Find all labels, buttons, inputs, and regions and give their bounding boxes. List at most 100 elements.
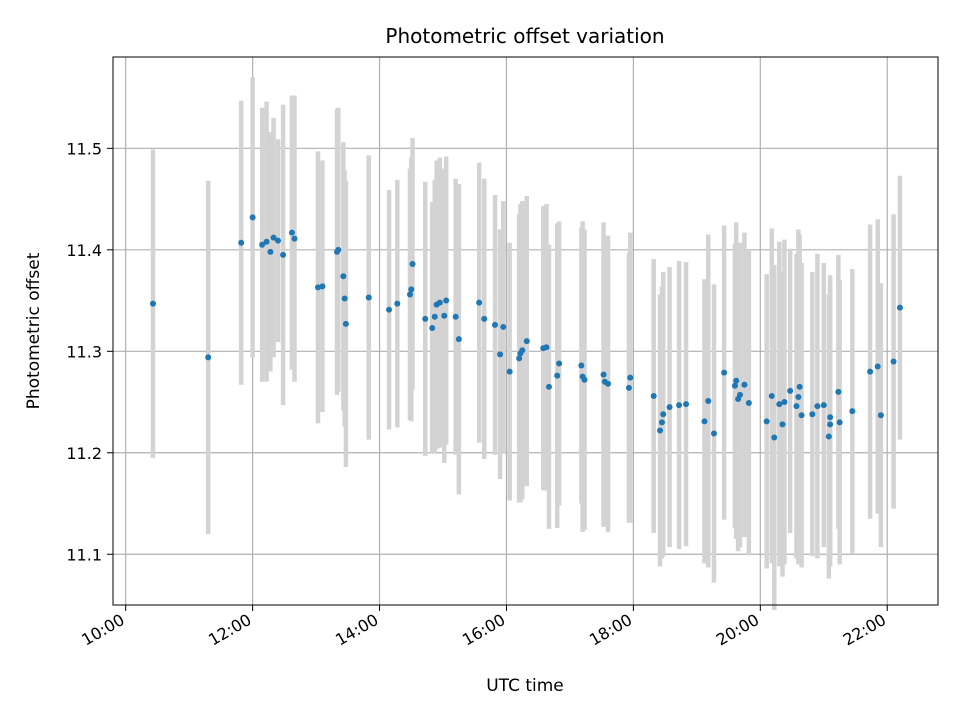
y-tick-label: 11.1: [66, 545, 102, 564]
plot-frame: [112, 56, 939, 606]
data-point: [408, 286, 415, 293]
data-point: [149, 300, 156, 307]
data-point: [796, 383, 803, 390]
data-point: [581, 376, 588, 383]
y-tick-label: 11.2: [66, 444, 102, 463]
data-point: [516, 355, 523, 362]
data-point: [835, 388, 842, 395]
data-point: [554, 372, 561, 379]
data-point: [890, 358, 897, 365]
data-point: [335, 246, 342, 253]
data-point: [452, 313, 459, 320]
data-point: [506, 368, 513, 375]
data-point: [705, 398, 712, 405]
data-point: [275, 237, 281, 244]
y-axis-title: Photometric offset: [24, 252, 44, 409]
data-point: [731, 382, 738, 389]
data-point: [407, 291, 413, 298]
data-point: [422, 315, 429, 322]
chart-title: Photometric offset variation: [385, 24, 664, 48]
data-points: [149, 214, 903, 441]
data-point: [827, 421, 834, 428]
data-point: [657, 427, 664, 434]
data-point: [543, 344, 550, 351]
data-point: [763, 418, 770, 425]
data-point: [793, 403, 800, 410]
data-point: [342, 320, 349, 327]
data-point: [721, 369, 728, 376]
data-point: [545, 383, 552, 390]
data-point: [394, 300, 401, 307]
data-point: [650, 392, 657, 399]
data-point: [523, 338, 530, 345]
x-axis-title: UTC time: [486, 676, 564, 696]
data-point: [481, 315, 488, 322]
data-point: [409, 261, 416, 268]
data-point: [455, 336, 462, 343]
data-point: [263, 238, 270, 245]
data-point: [605, 380, 611, 387]
data-point: [809, 411, 816, 418]
data-point: [827, 414, 834, 421]
data-point: [288, 229, 295, 236]
data-point: [476, 299, 483, 306]
data-point: [267, 248, 274, 255]
data-point: [733, 377, 740, 384]
data-point: [836, 419, 843, 426]
data-point: [441, 312, 448, 319]
data-point: [825, 433, 832, 440]
data-point: [658, 419, 665, 426]
data-point: [867, 368, 874, 375]
data-point: [771, 434, 778, 441]
data-point: [710, 430, 717, 437]
y-tick-label: 11.4: [66, 241, 102, 260]
data-point: [436, 299, 443, 306]
data-point: [341, 295, 348, 302]
data-point: [556, 360, 563, 367]
data-point: [877, 412, 884, 419]
data-point: [849, 408, 856, 415]
data-point: [666, 404, 673, 411]
data-point: [443, 297, 450, 304]
data-point: [291, 235, 298, 242]
data-point: [701, 418, 708, 425]
data-point: [319, 283, 326, 290]
data-point: [745, 400, 752, 407]
data-point: [492, 321, 499, 328]
data-point: [787, 387, 794, 394]
data-point: [280, 251, 287, 258]
data-point: [205, 354, 212, 361]
data-point: [676, 402, 683, 409]
data-point: [365, 294, 372, 301]
data-point: [874, 363, 881, 370]
data-point: [270, 234, 277, 241]
data-point: [500, 323, 507, 330]
data-point: [238, 239, 245, 246]
data-point: [259, 241, 266, 248]
data-point: [497, 351, 504, 358]
y-tick-label: 11.5: [66, 139, 102, 158]
data-point: [386, 306, 393, 313]
data-point: [737, 391, 743, 398]
data-point: [340, 273, 347, 280]
y-tick-label: 11.3: [66, 342, 102, 361]
data-point: [519, 347, 526, 354]
data-point: [627, 374, 634, 381]
data-point: [795, 393, 802, 400]
data-point: [431, 313, 438, 320]
data-point: [625, 384, 632, 391]
data-point: [578, 362, 585, 369]
data-point: [781, 399, 788, 406]
data-point: [249, 214, 256, 221]
data-point: [429, 324, 436, 331]
data-point: [600, 371, 607, 378]
data-point: [683, 401, 690, 408]
data-point: [776, 401, 783, 408]
data-point: [741, 381, 748, 388]
data-point: [896, 304, 903, 311]
data-point: [779, 421, 786, 428]
data-point: [768, 392, 775, 399]
data-point: [798, 412, 805, 419]
data-point: [814, 403, 821, 410]
